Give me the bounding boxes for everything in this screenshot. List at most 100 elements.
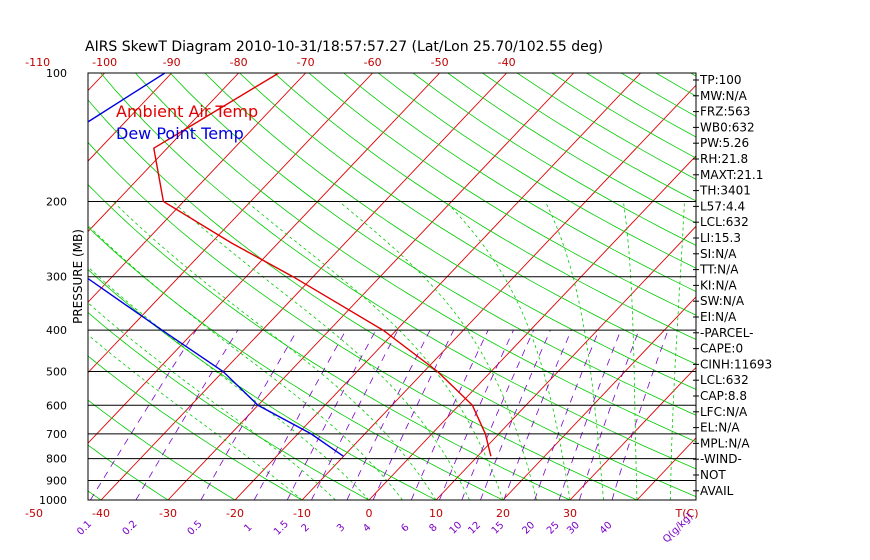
dry-adiabat-line [308, 73, 696, 316]
bottom-temp-tick-label: 10 [429, 507, 443, 520]
dry-adiabat-line [88, 141, 638, 500]
index-label: WB0:632 [700, 120, 755, 134]
dry-adiabat-line [378, 73, 696, 269]
dry-adiabat-line [447, 73, 696, 224]
pressure-tick-label: 200 [46, 196, 67, 209]
pressure-tick-label: 900 [46, 474, 67, 487]
dry-adiabat-line [88, 399, 236, 500]
mixing-ratio-tick-label: 10 [448, 520, 465, 537]
bottom-temp-tick-label: -40 [92, 507, 110, 520]
top-temp-tick-label: -70 [297, 56, 315, 69]
index-label: MW:N/A [700, 89, 748, 103]
mixing-ratio-tick-label: 2 [300, 522, 312, 534]
bottom-temp-tick-label: T(C) [675, 507, 699, 520]
index-label: KI:N/A [700, 278, 737, 292]
mixing-ratio-tick-label: 0.2 [121, 519, 140, 538]
series-lines [88, 73, 492, 457]
dry-adiabat-line [88, 184, 571, 500]
index-label: EI:N/A [700, 310, 737, 324]
pressure-tick-label: 800 [46, 453, 67, 466]
isotherm-line [88, 73, 172, 162]
index-label: NOT [700, 468, 726, 482]
mixing-ratio-tick-label: 0.5 [186, 519, 205, 538]
dry-adiabat-line [88, 226, 504, 500]
bottom-temp-tick-label: 0 [366, 507, 373, 520]
top-temp-tick-label: -50 [431, 56, 449, 69]
index-label: -WIND- [700, 452, 742, 466]
isotherm-line [167, 73, 574, 500]
index-label: EL:N/A [700, 421, 740, 435]
legend-ambient-label: Ambient Air Temp [116, 102, 258, 121]
bottom-temp-tick-label: -50 [25, 507, 43, 520]
dry-adiabat-line [343, 73, 696, 292]
dry-adiabat-line [88, 268, 437, 500]
moist-adiabat-line [544, 201, 604, 500]
top-temp-tick-label: -90 [163, 56, 181, 69]
top-temp-tick-label: -60 [364, 56, 382, 69]
isotherm-line [569, 366, 696, 500]
pressure-tick-label: 700 [46, 428, 67, 441]
pressure-tick-label: 400 [46, 324, 67, 337]
mixing-ratio-tick-label: 6 [399, 522, 411, 534]
dry-adiabat-line [100, 73, 696, 470]
dewpoint-temp-line [88, 73, 344, 457]
mixing-ratio-line [286, 329, 377, 500]
moist-adiabat-line [112, 201, 437, 500]
mixing-ratio-line [534, 329, 600, 500]
bottom-temp-tick-label: 30 [563, 507, 577, 520]
index-label: FRZ:563 [700, 105, 750, 119]
mixing-ratio-line [90, 329, 197, 500]
isotherm-line [88, 73, 239, 233]
dry-adiabat-line [0, 73, 34, 500]
mixing-ratio-tick-label: 40 [598, 520, 615, 537]
index-label: LI:15.3 [700, 231, 741, 245]
index-label: MPL:N/A [700, 436, 750, 450]
top-temp-tick-label: -100 [92, 56, 117, 69]
index-label: TT:N/A [699, 263, 739, 277]
isotherm-line [771, 73, 870, 500]
index-label: AVAIL [700, 484, 734, 498]
mixing-ratio-tick-label: 30 [565, 520, 582, 537]
isotherm-line [88, 73, 440, 444]
dry-adiabat-line [412, 73, 696, 246]
index-label: CAP:8.8 [700, 389, 747, 403]
isotherm-line [0, 73, 38, 500]
top-temp-tick-label: -40 [498, 56, 516, 69]
mixing-ratio-tick-label: 1.5 [272, 519, 291, 538]
dry-adiabat-line [655, 73, 696, 97]
index-label: RH:21.8 [700, 152, 748, 166]
legend-dewpoint-label: Dew Point Temp [116, 124, 244, 143]
dry-adiabat-line [516, 73, 696, 180]
dry-adiabat-line [88, 355, 303, 500]
index-label: -PARCEL- [700, 326, 754, 340]
index-label: L57:4.4 [700, 199, 745, 213]
mixing-ratio-tick-label: 0.1 [75, 519, 94, 538]
dry-adiabat-line [239, 73, 696, 365]
index-label: MAXT:21.1 [700, 168, 763, 182]
bottom-temp-tick-label: -30 [159, 507, 177, 520]
index-label: CAPE:0 [700, 342, 743, 356]
isotherm-line [88, 73, 373, 374]
index-label: LFC:N/A [700, 405, 748, 419]
bottom-temp-tick-label: -10 [293, 507, 311, 520]
mixing-ratio-line [461, 329, 535, 500]
mixing-ratio-tick-label: 20 [520, 520, 537, 537]
mixing-ratio-tick-label: 15 [490, 520, 507, 537]
mixing-ratio-tick-label: 12 [466, 520, 483, 537]
dry-adiabat-line [88, 444, 169, 500]
isotherm-line [636, 437, 696, 500]
dry-adiabat-line [204, 73, 696, 390]
isotherm-line [502, 296, 696, 500]
index-label: LCL:632 [700, 215, 749, 229]
index-label: CINH:11693 [700, 357, 772, 371]
pressure-tick-label: 100 [46, 67, 67, 80]
ambient-temp-line [153, 73, 492, 457]
dry-adiabat-line [135, 73, 696, 443]
top-temp-tick-label: -110 [25, 56, 50, 69]
bottom-temp-tick-label: 20 [496, 507, 510, 520]
mixing-ratio-tick-label: 25 [545, 520, 562, 537]
isotherm-line [368, 155, 696, 500]
mixing-ratio-tick-label: 3 [335, 522, 347, 534]
